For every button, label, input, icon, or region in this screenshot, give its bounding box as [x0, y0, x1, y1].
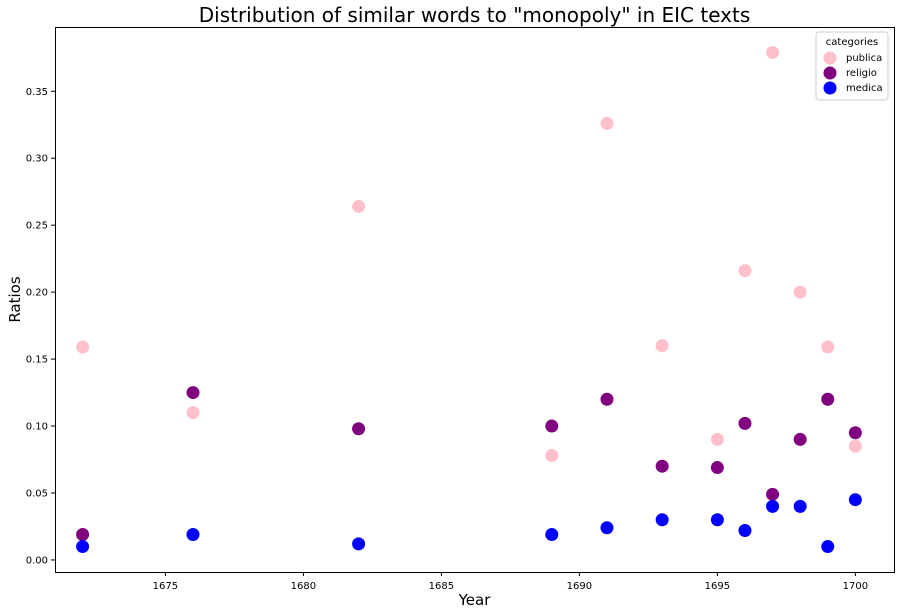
series-publica	[76, 45, 862, 463]
y-tick-label: 0.10	[26, 422, 48, 433]
legend-label-publica: publica	[846, 53, 882, 64]
y-tick-label: 0.25	[26, 221, 48, 232]
series-religio	[76, 386, 862, 542]
data-point-medica	[738, 523, 752, 537]
data-point-religio	[848, 426, 862, 440]
data-point-religio	[352, 422, 366, 436]
x-axis-label: Year	[458, 591, 492, 609]
plot-area	[55, 27, 895, 573]
y-axis: 0.00 0.05 0.10 0.15 0.20 0.25 0.30 0.35	[26, 87, 55, 566]
x-tick-label: 1680	[291, 581, 316, 592]
data-point-medica	[186, 528, 200, 542]
data-point-publica	[821, 340, 835, 354]
data-points	[76, 45, 862, 554]
data-point-publica	[793, 285, 807, 299]
legend-label-medica: medica	[846, 83, 883, 94]
legend-title: categories	[826, 37, 878, 48]
y-tick-label: 0.05	[26, 488, 48, 499]
data-point-medica	[793, 499, 807, 513]
x-tick-label: 1690	[567, 581, 592, 592]
data-point-religio	[76, 528, 90, 542]
y-tick-label: 0.00	[26, 555, 48, 566]
data-point-religio	[766, 487, 780, 501]
data-point-medica	[848, 493, 862, 507]
data-point-religio	[821, 392, 835, 406]
x-axis: 1675 1680 1685 1690 1695 1700	[153, 572, 868, 592]
x-tick-label: 1700	[843, 581, 868, 592]
x-tick-label: 1695	[705, 581, 730, 592]
y-tick-label: 0.20	[26, 288, 48, 299]
data-point-medica	[352, 537, 366, 551]
legend: categories publica religio medica	[815, 31, 889, 101]
data-point-publica	[710, 432, 724, 446]
data-point-publica	[738, 264, 752, 278]
data-point-medica	[600, 521, 614, 535]
data-point-religio	[600, 392, 614, 406]
data-point-medica	[545, 528, 559, 542]
data-point-religio	[738, 416, 752, 430]
data-point-medica	[76, 540, 90, 554]
data-point-publica	[600, 116, 614, 130]
data-point-medica	[766, 499, 780, 513]
chart-title: Distribution of similar words to "monopo…	[199, 3, 751, 27]
y-tick-label: 0.15	[26, 355, 48, 366]
y-axis-label: Ratios	[6, 276, 24, 323]
series-medica	[76, 493, 862, 554]
data-point-publica	[186, 406, 200, 420]
y-tick-label: 0.30	[26, 154, 48, 165]
data-point-medica	[710, 513, 724, 527]
legend-label-religio: religio	[846, 68, 877, 79]
y-tick-label: 0.35	[26, 87, 48, 98]
data-point-medica	[821, 540, 835, 554]
data-point-medica	[655, 513, 669, 527]
x-tick-label: 1685	[429, 581, 454, 592]
data-point-religio	[186, 386, 200, 400]
legend-marker-medica	[823, 81, 837, 95]
data-point-religio	[710, 461, 724, 475]
data-point-religio	[545, 419, 559, 433]
legend-marker-publica	[823, 51, 837, 65]
data-point-religio	[655, 459, 669, 473]
data-point-publica	[352, 199, 366, 213]
legend-marker-religio	[823, 66, 837, 80]
x-tick-label: 1675	[153, 581, 178, 592]
data-point-publica	[545, 449, 559, 463]
data-point-publica	[655, 339, 669, 353]
data-point-publica	[848, 439, 862, 453]
data-point-religio	[793, 432, 807, 446]
data-point-publica	[76, 340, 90, 354]
data-point-publica	[766, 45, 780, 59]
